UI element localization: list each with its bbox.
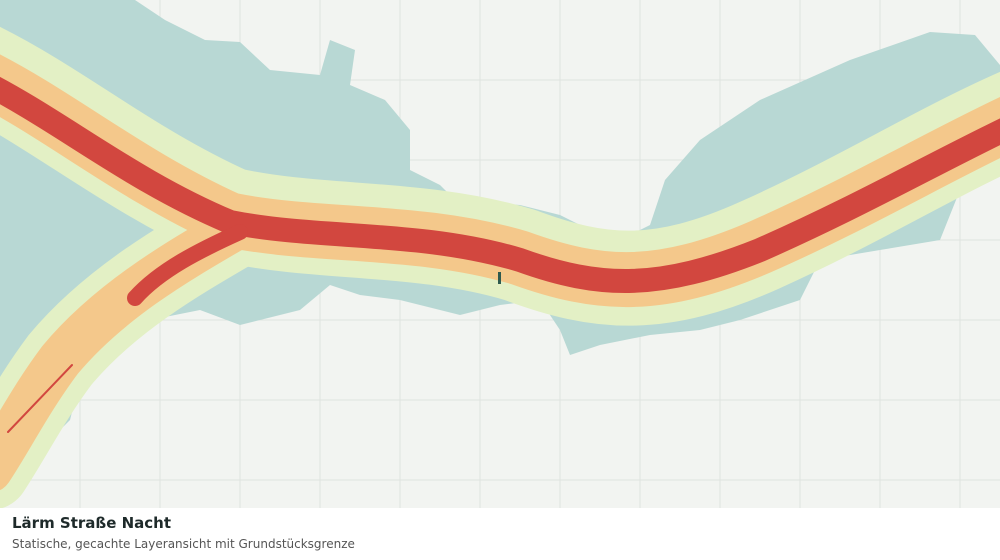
parcel-boundary [498, 272, 501, 284]
map-title: Lärm Straße Nacht [12, 514, 172, 532]
map-subtitle: Statische, gecachte Layeransicht mit Gru… [12, 537, 355, 551]
noise-bands [0, 27, 1000, 508]
noise-map [0, 0, 1000, 508]
caption: Lärm Straße Nacht Statische, gecachte La… [0, 508, 1000, 560]
